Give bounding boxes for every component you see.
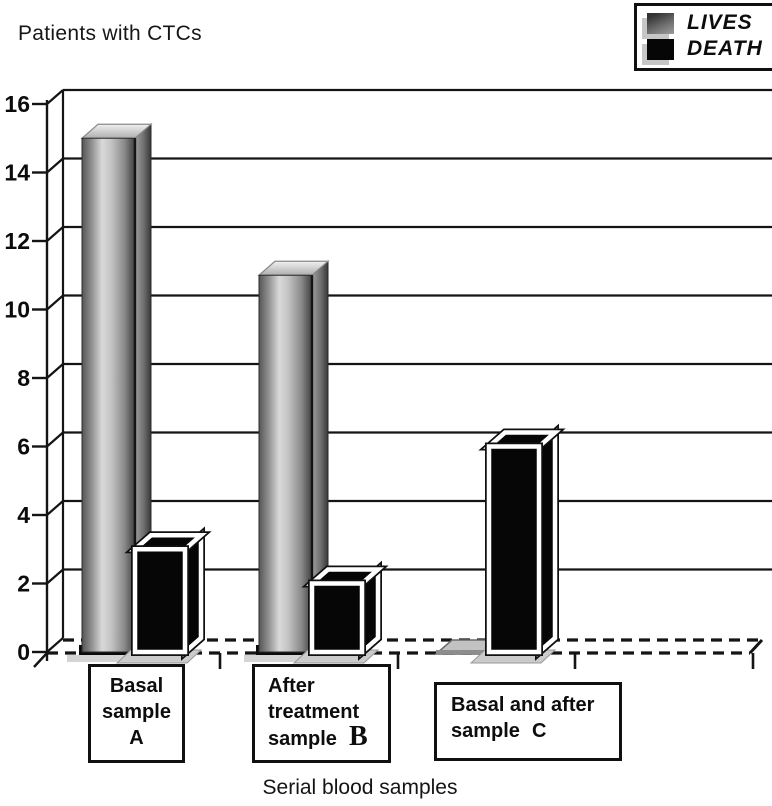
y-tick-label: 4 [17,502,30,528]
bar-lives-2-front [436,650,489,654]
bar-death-2-face [486,444,542,655]
category-letter-c: C [531,720,547,742]
category-letter-b: B [348,721,368,752]
category-box-c: Basal and after sample C [434,682,622,761]
category-label: sample C [451,720,547,742]
category-box-b: After treatment sample B [252,664,391,763]
death-swatch-icon [647,38,674,60]
bar-base-pad [67,655,148,662]
y-tick-connector [46,363,64,379]
category-label: sample B [268,721,368,752]
y-tick-connector [46,568,64,585]
y-tick-label: 10 [4,297,30,323]
legend-label-death: DEATH [687,37,763,60]
category-label: After [268,675,315,697]
y-tick-label: 0 [17,639,30,665]
bar-base-pad [244,655,325,662]
category-label: Basal and after [451,694,595,716]
category-box-a: Basal sample A [88,664,185,763]
y-tick-connector [46,637,64,653]
y-tick-label: 2 [17,571,30,597]
bar-lives-0-front [81,137,136,653]
category-label: A [129,727,144,749]
baseline-corner [748,638,764,655]
y-tick-label: 6 [17,434,30,460]
legend-label-lives: LIVES [687,11,753,34]
x-axis-title: Serial blood samples [262,776,458,799]
chart-title: Patients with CTCs [18,22,202,45]
lives-swatch-icon [647,12,674,34]
y-tick-connector [46,294,64,311]
category-label: Basal [109,675,164,697]
category-label: treatment [268,701,360,723]
y-tick-connector [46,431,64,448]
y-tick-connector [46,157,64,174]
y-tick-connector [46,89,64,105]
bar-lives-1-front [258,274,313,653]
legend-box: LIVES DEATH [634,3,772,71]
y-tick-label: 8 [17,365,30,391]
y-tick-label: 12 [4,228,30,254]
category-label: sample [102,701,171,723]
legend-item-death: DEATH [647,37,769,61]
y-tick-connector [46,226,64,242]
origin-tick [33,652,48,668]
legend-item-lives: LIVES [647,11,769,35]
y-tick-label: 14 [4,160,30,186]
bar-death-1-face [309,581,365,655]
y-tick-label: 16 [4,91,30,117]
bar-death-0-face [132,547,188,655]
y-tick-connector [46,500,64,516]
